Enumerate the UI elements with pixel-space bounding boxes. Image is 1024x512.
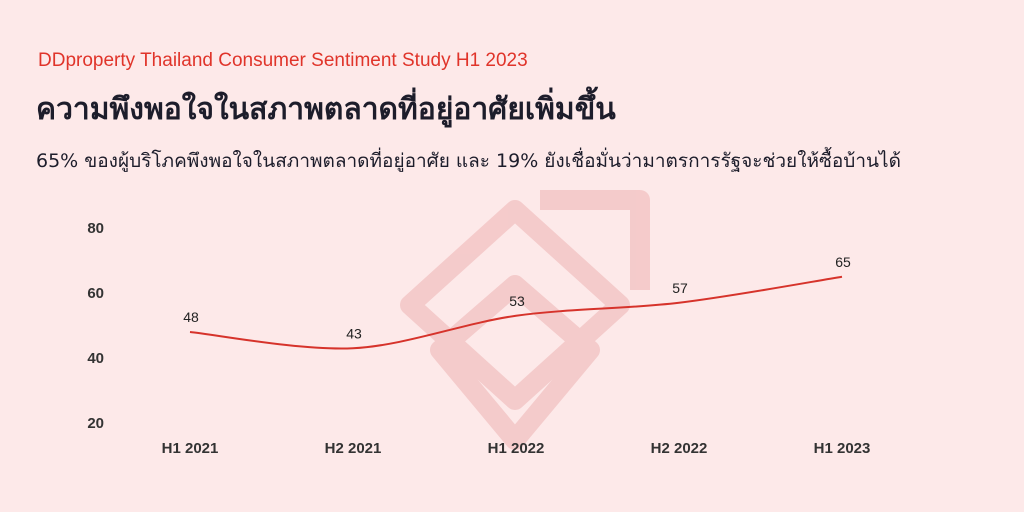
y-tick-label: 40: [87, 350, 104, 367]
ddproperty-logo-icon: [400, 190, 650, 450]
x-axis: H1 2021 H2 2021 H1 2022 H2 2022 H1 2023: [162, 440, 871, 457]
data-label: 53: [509, 293, 525, 309]
data-label: 65: [835, 254, 851, 270]
x-tick-label: H2 2022: [651, 440, 708, 457]
y-tick-label: 20: [87, 415, 104, 432]
x-tick-label: H1 2023: [814, 440, 871, 457]
series-line: [189, 275, 843, 350]
x-tick-label: H1 2022: [488, 440, 545, 457]
data-labels: 48 43 53 57 65: [183, 254, 851, 342]
data-label: 43: [346, 325, 362, 341]
data-label: 48: [183, 309, 199, 325]
report-kicker: DDproperty Thailand Consumer Sentiment S…: [38, 50, 528, 71]
page-title: ความพึงพอใจในสภาพตลาดที่อยู่อาศัยเพิ่มขึ…: [36, 92, 616, 127]
y-tick-label: 60: [87, 285, 104, 302]
x-tick-label: H1 2021: [162, 440, 219, 457]
x-tick-label: H2 2021: [325, 440, 382, 457]
data-label: 57: [672, 280, 688, 296]
y-tick-label: 80: [87, 220, 104, 237]
y-axis: 20 40 60 80: [87, 220, 104, 432]
page-subtitle: 65% ของผู้บริโภคพึงพอใจในสภาพตลาดที่อยู่…: [36, 150, 901, 172]
